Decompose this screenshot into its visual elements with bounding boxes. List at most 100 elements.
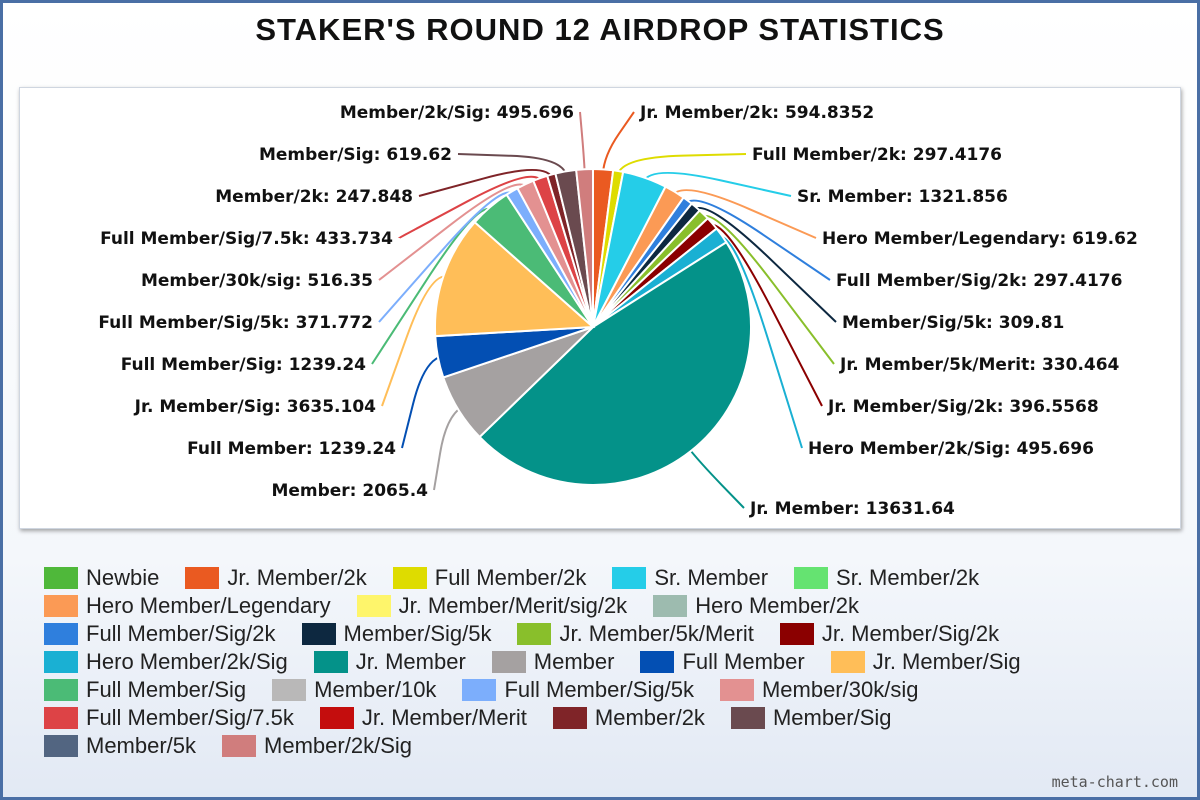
leader-line-sr-member [642, 171, 792, 197]
pie-slice-jr-member [478, 240, 752, 486]
legend-swatch [222, 735, 257, 757]
legend-label: Member/Sig [772, 705, 892, 730]
leader-line-full-member-2k [616, 153, 747, 177]
legend-item-full-member: Full Member [640, 649, 805, 675]
legend-swatch [462, 679, 497, 701]
leader-line-jr-member-sig-2k [708, 224, 823, 407]
legend-swatch [830, 651, 865, 673]
legend-swatch [44, 567, 78, 589]
legend-swatch [44, 735, 78, 757]
legend-item-full-member-sig-7-5k: Full Member/Sig/7.5k [44, 705, 294, 731]
legend-item-member-2k-sig: Member/2k/Sig [222, 733, 412, 759]
legend-row: Member/5k Member/2k/Sig [44, 732, 1184, 760]
legend-row: Full Member/Sig/2k Member/Sig/5k Jr. Membe… [44, 620, 1184, 648]
legend-label: Hero Member/2k [695, 593, 860, 618]
legend-row: Full Member/Sig Member/10k Full Member/Sig… [44, 676, 1184, 704]
legend-item-jr-member: Jr. Member [313, 649, 466, 675]
legend-label: Full Member [682, 649, 805, 674]
legend-item-jr-member-sig: Jr. Member/Sig [830, 649, 1021, 675]
legend-label: Sr. Member [654, 565, 769, 590]
legend-label: Member/2k/Sig [264, 733, 412, 758]
legend-label: Jr. Member/Merit [361, 705, 527, 730]
legend-label: Jr. Member/Sig [872, 649, 1021, 674]
legend-label: Full Member/Sig/5k [504, 677, 694, 702]
legend-swatch [517, 623, 552, 645]
legend-row: Hero Member/2k/Sig Jr. Member Member Full M… [44, 648, 1184, 676]
legend-item-member-30k-sig: Member/30k/sig [719, 677, 919, 703]
data-label-jr-member-2k: Jr. Member/2k: 594.8352 [639, 103, 874, 123]
legend-item-member-2k: Member/2k [552, 705, 705, 731]
data-label-full-member-sig: Full Member/Sig: 1239.24 [121, 355, 366, 375]
leader-line-full-member [401, 355, 443, 449]
legend-item-member-sig-5k: Member/Sig/5k [301, 621, 492, 647]
legend-swatch [44, 707, 78, 729]
data-label-jr-member: Jr. Member: 13631.64 [749, 499, 955, 519]
legend-swatch [356, 595, 391, 617]
leader-line-member-30k-sig [378, 183, 529, 281]
legend-label: Member/5k [86, 733, 197, 758]
legend-swatch [653, 595, 688, 617]
leader-line-jr-member-5k-merit [699, 214, 835, 365]
legend-label: Jr. Member/Merit/sig/2k [398, 593, 628, 618]
data-label-jr-member-sig: Jr. Member/Sig: 3635.104 [134, 397, 377, 417]
data-label-full-member-sig-5k: Full Member/Sig/5k: 371.772 [98, 313, 373, 333]
legend-swatch [392, 567, 427, 589]
legend-item-jr-member-5k-merit: Jr. Member/5k/Merit [517, 621, 754, 647]
legend-swatch [44, 679, 78, 701]
legend-label: Hero Member/2k/Sig [86, 649, 288, 674]
legend-label: Full Member/Sig/7.5k [86, 705, 294, 730]
legend-swatch [44, 651, 78, 673]
legend-label: Member [533, 649, 615, 674]
legend-item-hero-member-legendary: Hero Member/Legendary [44, 593, 331, 619]
legend-label: Member/30k/sig [761, 677, 919, 702]
leader-line-hero-member-2k-sig [717, 236, 803, 449]
legend-item-jr-member-sig-2k: Jr. Member/Sig/2k [779, 621, 999, 647]
legend-label: Member/Sig/5k [343, 621, 492, 646]
leader-line-member-sig [457, 153, 568, 177]
leader-line-hero-member-legendary [671, 189, 817, 239]
leader-line-member [433, 405, 463, 491]
legend-swatch [185, 567, 220, 589]
legend-label: Hero Member/Legendary [86, 593, 331, 618]
legend-label: Member/2k [594, 705, 705, 730]
data-label-hero-member-2k-sig: Hero Member/2k/Sig: 495.696 [808, 439, 1094, 459]
legend-row: Full Member/Sig/7.5k Jr. Member/Merit Memb… [44, 704, 1184, 732]
leader-line-full-member-sig-7-5k [398, 175, 543, 239]
leader-line-full-member-sig-2k [684, 199, 831, 281]
legend-swatch [552, 707, 587, 729]
legend-item-member: Member [491, 649, 615, 675]
legend-item-jr-member-merit: Jr. Member/Merit [319, 705, 527, 731]
data-label-full-member: Full Member: 1239.24 [187, 439, 396, 459]
legend-item-jr-member-2k: Jr. Member/2k [185, 565, 367, 591]
footer-watermark: meta-chart.com [1051, 773, 1178, 791]
data-label-member-2k-sig: Member/2k/Sig: 495.696 [340, 103, 574, 123]
leader-line-jr-member-sig [381, 275, 449, 407]
legend-swatch [794, 567, 829, 589]
leader-line-full-member-sig-5k [378, 191, 516, 323]
legend-item-hero-member-2k-sig: Hero Member/2k/Sig [44, 649, 288, 675]
legend-label: Jr. Member [355, 649, 466, 674]
legend-item-full-member-sig-2k: Full Member/Sig/2k [44, 621, 276, 647]
legend-swatch [491, 651, 526, 673]
leader-line-member-2k [418, 169, 554, 197]
legend-item-newbie: Newbie [44, 565, 159, 591]
leader-line-full-member-sig [371, 208, 494, 365]
legend-item-member-10k: Member/10k [272, 677, 436, 703]
legend-swatch [319, 707, 354, 729]
legend-label: Newbie [86, 565, 160, 590]
legend-item-sr-member-2k: Sr. Member/2k [794, 565, 979, 591]
legend-item-hero-member-2k: Hero Member/2k [653, 593, 859, 619]
data-label-full-member-2k: Full Member/2k: 297.4176 [752, 145, 1002, 165]
legend-swatch [44, 595, 78, 617]
legend: Newbie Jr. Member/2k Full Member/2k Sr. Mem… [44, 564, 1184, 760]
data-label-full-member-sig-7-5k: Full Member/Sig/7.5k: 433.734 [100, 229, 393, 249]
legend-swatch [313, 651, 348, 673]
legend-swatch [779, 623, 814, 645]
data-label-member-30k-sig: Member/30k/sig: 516.35 [141, 271, 373, 291]
legend-item-sr-member: Sr. Member [612, 565, 768, 591]
legend-swatch [272, 679, 307, 701]
legend-label: Jr. Member/5k/Merit [559, 621, 754, 646]
data-label-sr-member: Sr. Member: 1321.856 [797, 187, 1008, 207]
legend-row: Newbie Jr. Member/2k Full Member/2k Sr. Mem… [44, 564, 1184, 592]
